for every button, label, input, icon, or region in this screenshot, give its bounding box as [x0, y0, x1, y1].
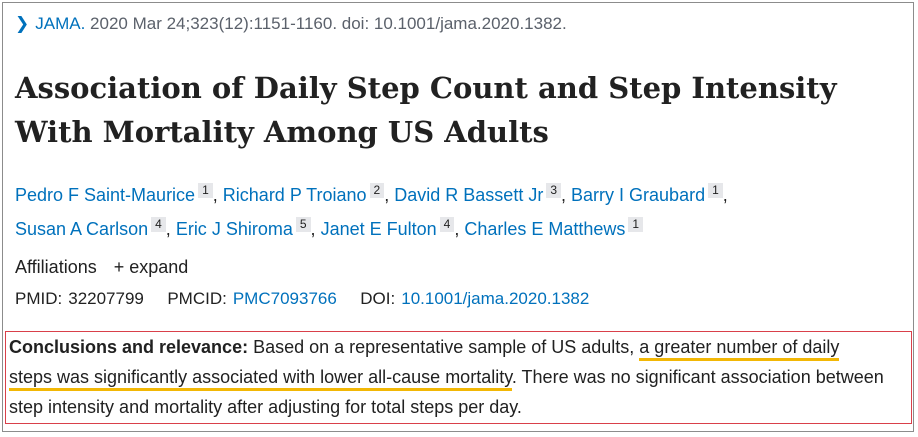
- author-link[interactable]: Barry I Graubard: [571, 185, 706, 205]
- affiliations-row: Affiliations + expand: [15, 257, 188, 278]
- conclusions-text: . There was no significant association b…: [9, 367, 884, 417]
- author-link[interactable]: Richard P Troiano: [222, 185, 367, 205]
- affiliation-badge[interactable]: 5: [295, 217, 311, 232]
- pmcid-label: PMCID:: [167, 289, 227, 308]
- affiliation-badge[interactable]: 3: [546, 183, 561, 198]
- author-link[interactable]: David R Bassett Jr: [394, 185, 544, 205]
- author-item: Susan A Carlson 4,: [15, 217, 171, 239]
- author-item: Richard P Troiano 2,: [222, 183, 390, 205]
- author-item: Charles E Matthews 1: [464, 217, 644, 239]
- plus-icon[interactable]: +: [113, 257, 125, 277]
- pmid-value: 32207799: [68, 289, 144, 308]
- author-link[interactable]: Janet E Fulton: [320, 219, 437, 239]
- citation-line: ❯ JAMA. 2020 Mar 24;323(12):1151-1160. do…: [15, 14, 567, 34]
- chevron-right-icon[interactable]: ❯: [15, 14, 30, 33]
- article-title: Association of Daily Step Count and Step…: [15, 71, 837, 149]
- pmcid-link[interactable]: PMC7093766: [232, 289, 337, 308]
- highlighted-text: a greater number of daily: [639, 337, 840, 361]
- conclusions-text: Based on a representative sample of US a…: [248, 337, 640, 357]
- doi-link[interactable]: 10.1001/jama.2020.1382: [401, 289, 590, 308]
- affiliation-badge[interactable]: 1: [628, 217, 644, 232]
- citation-details: 2020 Mar 24;323(12):1151-1160. doi: 10.1…: [90, 14, 567, 33]
- affiliation-badge[interactable]: 2: [369, 183, 385, 198]
- affiliation-badge[interactable]: 4: [439, 217, 455, 232]
- screenshot-frame: [2, 2, 914, 432]
- affiliations-label: Affiliations: [15, 257, 97, 277]
- expand-button[interactable]: expand: [129, 257, 189, 277]
- author-item: Barry I Graubard 1,: [571, 183, 728, 205]
- author-link[interactable]: Pedro F Saint-Maurice: [15, 185, 196, 205]
- conclusions-box: Conclusions and relevance: Based on a re…: [5, 331, 912, 424]
- conclusions-heading: Conclusions and relevance:: [9, 337, 249, 357]
- affiliation-badge[interactable]: 1: [198, 183, 213, 198]
- author-link[interactable]: Susan A Carlson: [15, 219, 149, 239]
- author-item: Janet E Fulton 4,: [320, 217, 460, 239]
- author-item: David R Bassett Jr 3,: [394, 183, 567, 205]
- pmid-label: PMID:: [15, 289, 63, 308]
- author-item: Eric J Shiroma 5,: [175, 217, 316, 239]
- author-link[interactable]: Eric J Shiroma: [175, 219, 293, 239]
- journal-link[interactable]: JAMA.: [35, 14, 86, 33]
- author-link[interactable]: Charles E Matthews: [464, 219, 626, 239]
- author-list: Pedro F Saint-Maurice 1, Richard P Troian…: [15, 178, 895, 246]
- identifiers-row: PMID: 32207799 PMCID: PMC7093766 DOI: 10.10…: [15, 289, 589, 309]
- author-item: Pedro F Saint-Maurice 1,: [15, 183, 218, 205]
- affiliation-badge[interactable]: 4: [151, 217, 166, 232]
- highlighted-text: steps was significantly associated with …: [9, 367, 512, 391]
- affiliation-badge[interactable]: 1: [708, 183, 723, 198]
- conclusions-paragraph: Conclusions and relevance: Based on a re…: [9, 332, 909, 422]
- doi-label: DOI:: [360, 289, 396, 308]
